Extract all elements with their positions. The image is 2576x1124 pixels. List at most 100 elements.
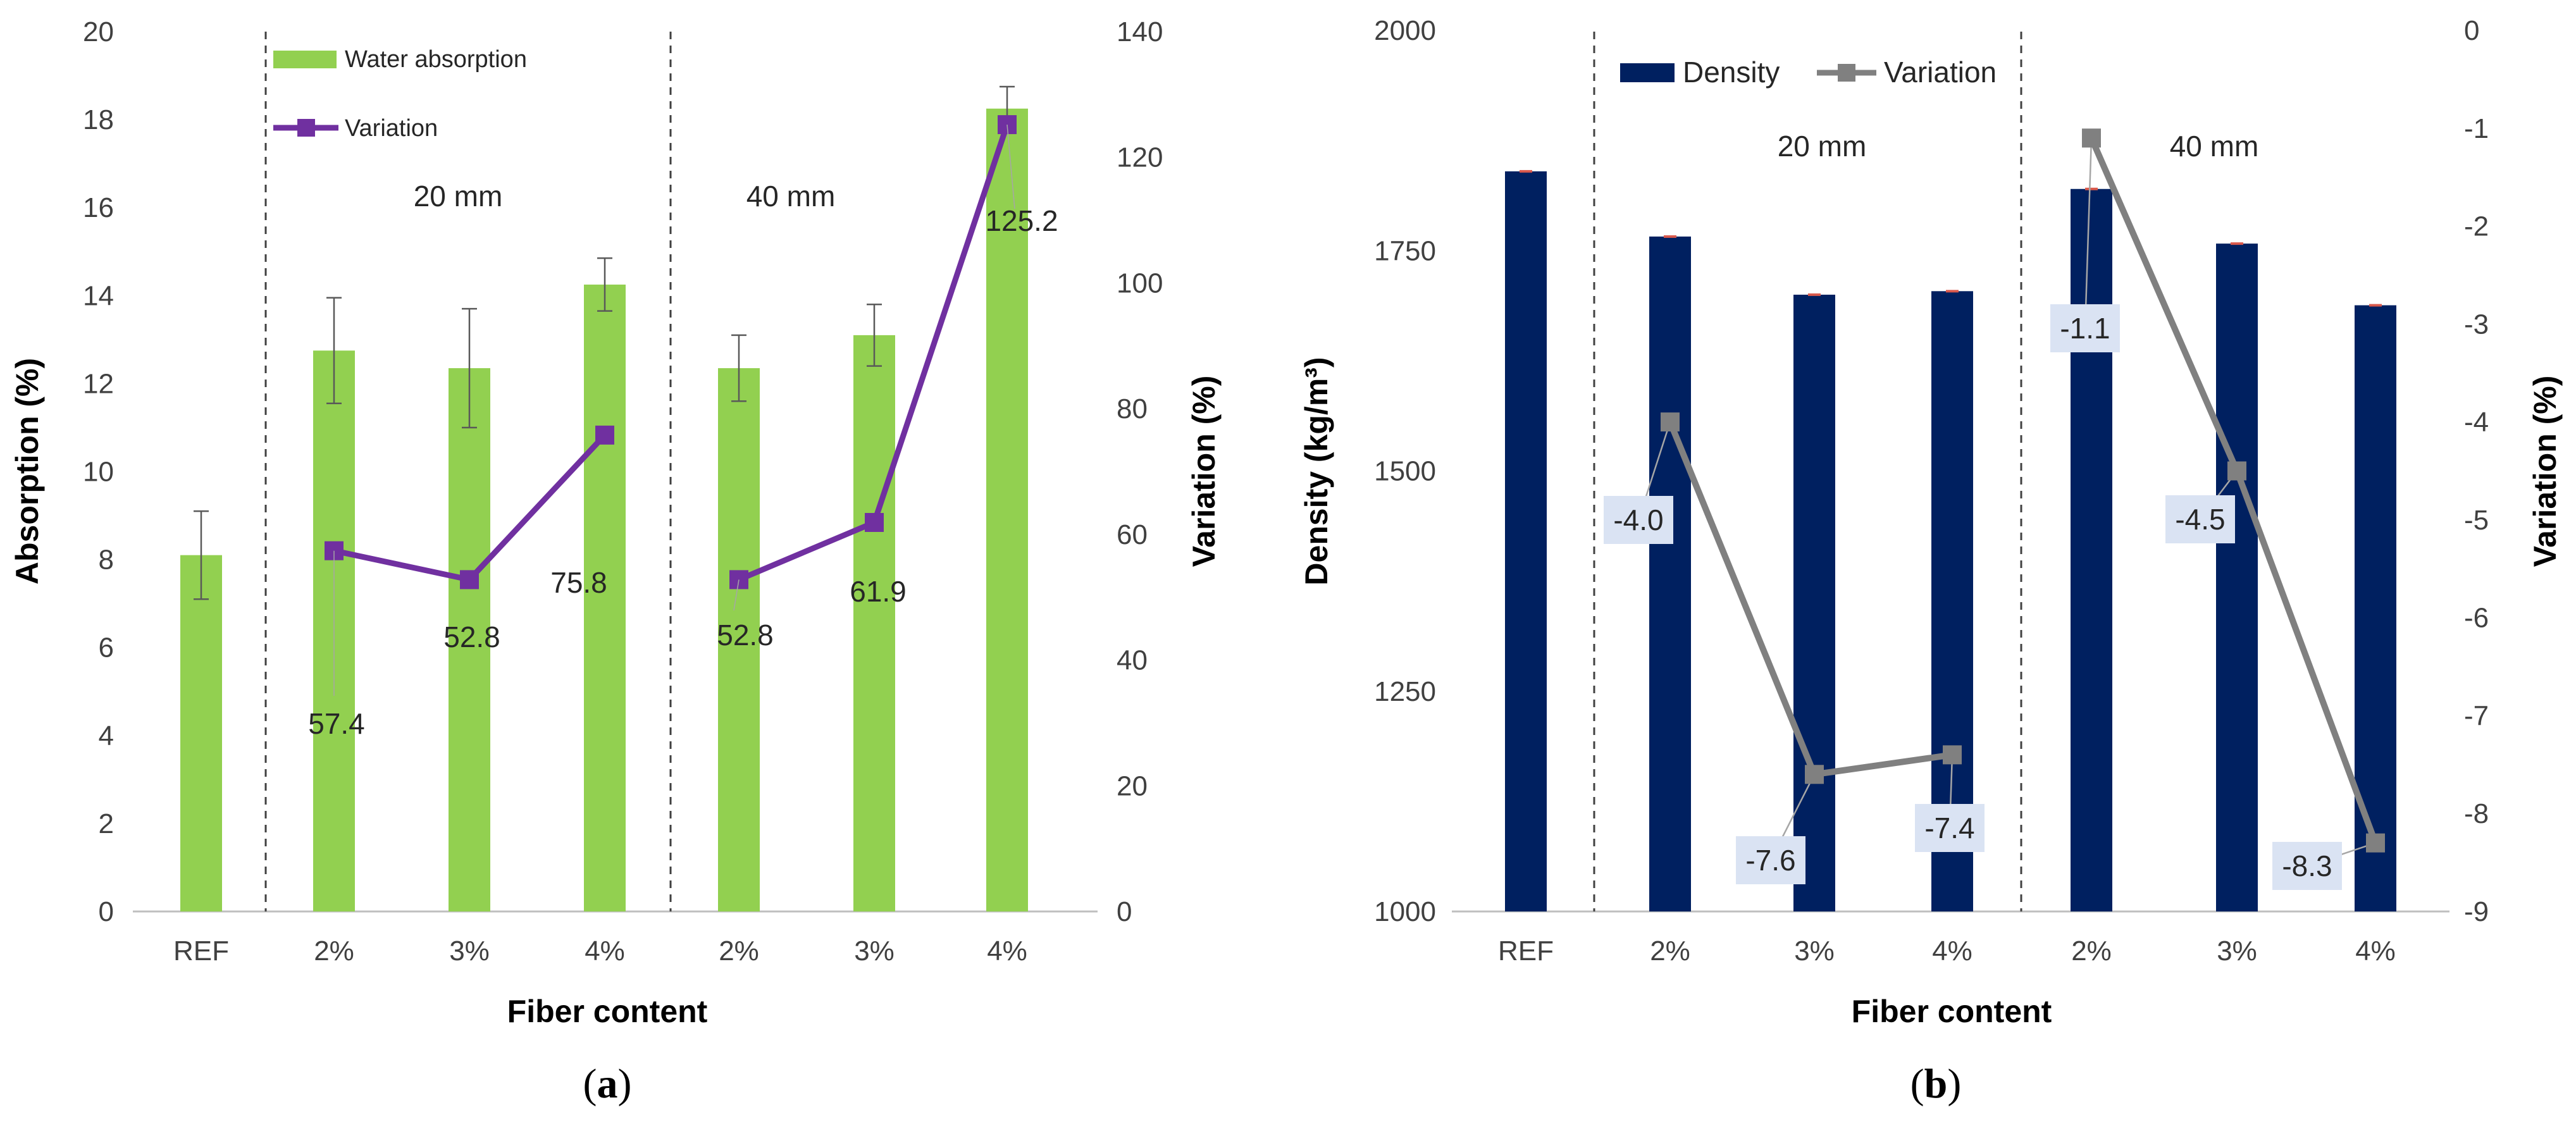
panel-a-y2-tick-label: 40 bbox=[1117, 645, 1148, 676]
panel-a-error-bar bbox=[194, 510, 209, 600]
panel-a-y-tick-label: 20 bbox=[83, 16, 114, 47]
panel-a-y2-tick-label: 140 bbox=[1117, 16, 1163, 47]
panel-b-variation-marker bbox=[2227, 461, 2246, 481]
panel-b-bar-density bbox=[2216, 244, 2258, 912]
panel-b-bar-density bbox=[2355, 305, 2396, 912]
panel-b-y-axis-title: Density (kg/m³) bbox=[1299, 357, 1334, 585]
panel-b-bar-density bbox=[2071, 188, 2112, 911]
panel-b-x-tick-label: 4% bbox=[1932, 936, 1972, 967]
panel-a-bar-water-absorption bbox=[986, 108, 1028, 911]
panel-b-data-label-box bbox=[2165, 495, 2235, 543]
panel-a-bar-water-absorption bbox=[718, 368, 760, 911]
panel-b-y-tick-label: 1250 bbox=[1374, 676, 1436, 707]
panel-a-bar-water-absorption bbox=[853, 335, 895, 911]
panel-b-y-tick-label: 1750 bbox=[1374, 235, 1436, 266]
panel-a-caption: (a) bbox=[583, 1061, 632, 1107]
panel-b-caption: (b) bbox=[1910, 1061, 1962, 1107]
panel-a-data-label-leader bbox=[1006, 124, 1015, 209]
panel-a-y-tick-label: 8 bbox=[99, 545, 114, 576]
panel-b-x-tick-label: 3% bbox=[2217, 936, 2257, 967]
panel-a-data-label: 61.9 bbox=[850, 575, 907, 608]
panel-b-x-tick-label: 3% bbox=[1794, 936, 1835, 967]
panel-b-data-label: -7.6 bbox=[1745, 844, 1795, 877]
panel-a-y-tick-label: 4 bbox=[99, 720, 114, 751]
panel-b-variation-marker bbox=[2366, 833, 2385, 853]
panel-b-data-label-box bbox=[1915, 804, 1985, 852]
panel-a-data-label: 52.8 bbox=[717, 619, 774, 652]
panel-b-y2-tick-label: -2 bbox=[2464, 211, 2489, 242]
panel-a-legend-swatch-water-absorption bbox=[273, 51, 337, 68]
panel-b-data-label: -7.4 bbox=[1924, 812, 1974, 844]
panel-a-error-bar bbox=[462, 307, 477, 429]
panel-b-variation-marker bbox=[2082, 128, 2101, 148]
panel-b-legend-marker-variation bbox=[1838, 64, 1855, 82]
panel-a-y-tick-label: 6 bbox=[99, 633, 114, 664]
panel-a-legend-label-water-absorption: Water absorption bbox=[345, 46, 527, 73]
panel-a-data-label: 52.8 bbox=[443, 621, 500, 653]
panel-b-y-tick-label: 1000 bbox=[1374, 896, 1436, 927]
panel-b-bar-density bbox=[1649, 236, 1691, 911]
panel-a-bar-water-absorption bbox=[180, 555, 222, 911]
panel-b-data-label: -4.0 bbox=[1613, 503, 1663, 536]
panel-b-y2-tick-label: -4 bbox=[2464, 407, 2489, 438]
panel-a-data-label: 125.2 bbox=[985, 204, 1058, 237]
panel-a-x-tick-label: 3% bbox=[854, 936, 895, 967]
panel-a-y-tick-label: 16 bbox=[83, 192, 114, 223]
panel-a-y2-tick-label: 120 bbox=[1117, 142, 1163, 173]
panel-a-x-axis-title: Fiber content bbox=[507, 994, 708, 1029]
panel-a-y2-tick-label: 20 bbox=[1117, 770, 1148, 801]
panel-a-y2-tick-label: 100 bbox=[1117, 268, 1163, 299]
panel-b-data-label: -8.3 bbox=[2282, 849, 2332, 882]
panel-b-legend-label-density: Density bbox=[1683, 56, 1780, 89]
panel-b-data-label-box bbox=[1736, 836, 1805, 884]
panel-a-data-label: 57.4 bbox=[308, 707, 365, 740]
panel-b-variation-marker bbox=[1805, 765, 1824, 784]
panel-b-x-tick-label: REF bbox=[1498, 936, 1554, 967]
panel-b-bar-density bbox=[1793, 294, 1835, 911]
panel-b-y2-tick-label: -7 bbox=[2464, 700, 2489, 731]
panel-a-y-tick-label: 12 bbox=[83, 368, 114, 399]
panel-b-y-tick-label: 1500 bbox=[1374, 456, 1436, 487]
panel-a-y-tick-label: 18 bbox=[83, 104, 114, 135]
panel-b-data-label-box bbox=[1604, 496, 1673, 544]
panel-b-group-label-20mm: 20 mm bbox=[1778, 130, 1867, 163]
panel-b-y-tick-label: 2000 bbox=[1374, 15, 1436, 46]
panel-b-x-axis-title: Fiber content bbox=[1852, 994, 2052, 1029]
panel-a-error-bar bbox=[867, 303, 882, 367]
panel-a-group-label-40mm: 40 mm bbox=[746, 180, 836, 213]
panel-b-data-label-leader bbox=[2084, 138, 2093, 329]
panel-a-group-label-20mm: 20 mm bbox=[414, 180, 503, 213]
panel-a-y-tick-label: 2 bbox=[99, 808, 114, 839]
panel-b-variation-marker bbox=[1943, 745, 1962, 765]
panel-b-group-label-40mm: 40 mm bbox=[2170, 130, 2259, 163]
panel-b-chart: 1000 1250 1500 1750 2000 0 -1 -2 -3 -4 -5 -6 -7 -8 -9… bbox=[1299, 15, 2563, 1107]
panel-a-x-tick-label: 3% bbox=[449, 936, 490, 967]
panel-a-x-tick-label: 2% bbox=[719, 936, 759, 967]
panel-a-y2-tick-label: 60 bbox=[1117, 519, 1148, 550]
panel-a-variation-marker bbox=[865, 512, 884, 532]
panel-a-variation-marker bbox=[595, 425, 614, 445]
panel-a-y2-axis-title: Variation (%) bbox=[1186, 376, 1222, 567]
panel-a-y2-tick-label: 0 bbox=[1117, 896, 1132, 927]
panel-a-legend-marker-variation bbox=[297, 119, 315, 137]
panel-b-y2-tick-label: -3 bbox=[2464, 309, 2489, 340]
panel-b-y2-tick-label: -5 bbox=[2464, 505, 2489, 536]
panel-b-data-label-box bbox=[2050, 304, 2120, 352]
panel-b-y2-tick-label: -6 bbox=[2464, 603, 2489, 634]
panel-a-x-tick-label: 4% bbox=[987, 936, 1027, 967]
panel-a-bar-water-absorption bbox=[449, 368, 490, 911]
panel-a-legend-label-variation: Variation bbox=[345, 115, 438, 142]
panel-a-y-tick-label: 14 bbox=[83, 280, 114, 311]
panel-a-bar-water-absorption bbox=[584, 284, 626, 912]
panel-b-legend-label-variation: Variation bbox=[1884, 56, 1997, 89]
panel-b-y2-tick-label: -9 bbox=[2464, 896, 2489, 927]
panel-a-y-tick-label: 10 bbox=[83, 457, 114, 488]
panel-a-y-axis-title: Absorption (%) bbox=[9, 358, 45, 584]
panel-b-y2-tick-label: 0 bbox=[2464, 15, 2479, 46]
panel-a-x-tick-label: REF bbox=[173, 936, 229, 967]
panel-b-y2-tick-label: -8 bbox=[2464, 798, 2489, 829]
panel-b-x-tick-label: 2% bbox=[1650, 936, 1690, 967]
panel-a-error-bar bbox=[731, 334, 746, 402]
panel-b-data-label: -4.5 bbox=[2175, 503, 2225, 536]
